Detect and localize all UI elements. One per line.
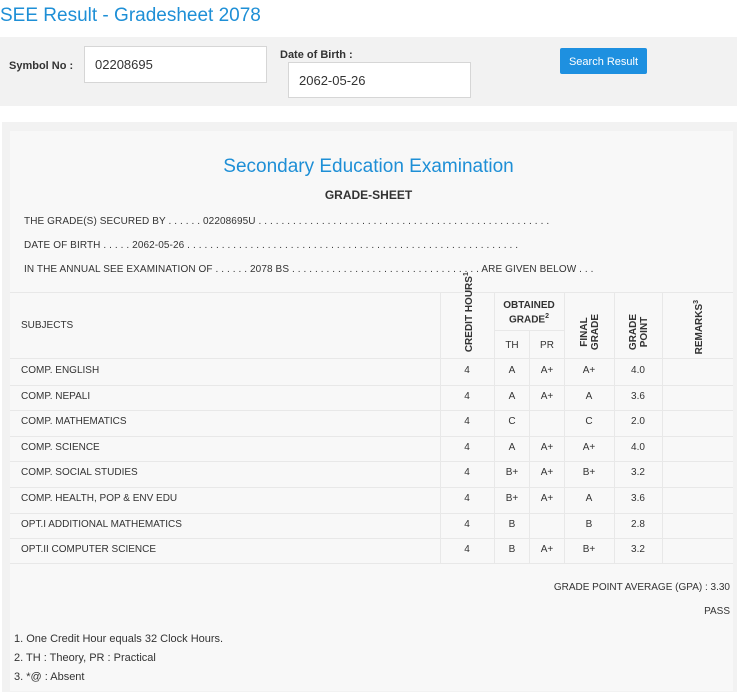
cell-credit-hours: 4 [464, 518, 470, 530]
cell-final-grade: A [585, 390, 593, 402]
header-credit-hours-label: CREDIT HOURS [464, 276, 476, 353]
cell-th-grade: B+ [505, 467, 519, 479]
cell-th-grade: B [508, 544, 516, 556]
gpa-summary: GRADE POINT AVERAGE (GPA) : 3.30 [553, 582, 730, 593]
page-title: SEE Result - Gradesheet 2078 [0, 5, 261, 26]
col-divider [529, 330, 530, 563]
cell-pr-grade: A+ [540, 493, 554, 504]
cell-credit-hours: 4 [464, 390, 470, 402]
header-remarks-sup: 3 [692, 299, 700, 304]
row-divider [10, 487, 733, 488]
col-divider [662, 292, 663, 563]
cell-th-grade: B [508, 518, 516, 530]
cell-final-grade: B+ [582, 467, 596, 479]
exam-title: Secondary Education Examination [223, 156, 514, 177]
cell-th-grade: A [508, 390, 516, 402]
cell-grade-point: 2.8 [631, 518, 645, 530]
info-examination: IN THE ANNUAL SEE EXAMINATION OF . . . .… [24, 264, 594, 275]
symbol-input[interactable] [84, 46, 267, 83]
cell-credit-hours: 4 [464, 493, 470, 504]
cell-grade-point: 4.0 [631, 441, 645, 453]
cell-subject: OPT.I ADDITIONAL MATHEMATICS [21, 518, 182, 530]
cell-credit-hours: 4 [464, 416, 470, 428]
cell-subject: COMP. MATHEMATICS [21, 416, 127, 428]
search-result-button[interactable]: Search Result [560, 48, 647, 74]
info-date-of-birth: DATE OF BIRTH . . . . . 2062-05-26 . . .… [24, 240, 519, 251]
cell-th-grade: A [508, 365, 516, 376]
table-top-border [10, 292, 733, 293]
row-divider [10, 538, 733, 540]
cell-final-grade: B+ [582, 544, 596, 556]
row-divider [10, 384, 733, 386]
row-divider [10, 435, 733, 437]
cell-final-grade: C [585, 416, 593, 428]
cell-pr-grade: A+ [540, 441, 554, 453]
cell-pr-grade: A+ [540, 390, 554, 402]
cell-grade-point: 2.0 [631, 416, 645, 428]
header-th: TH [505, 340, 519, 351]
cell-credit-hours: 4 [464, 365, 470, 376]
header-credit-hours: CREDIT HOURS1 [461, 272, 475, 352]
result-status: PASS [704, 606, 730, 617]
cell-subject: COMP. SOCIAL STUDIES [21, 467, 138, 479]
info-secured-by: THE GRADE(S) SECURED BY . . . . . . 0220… [24, 216, 550, 227]
cell-th-grade: C [508, 416, 516, 428]
cell-grade-point: 4.0 [631, 365, 645, 376]
footnote-theory-practical: 2. TH : Theory, PR : Practical [14, 652, 156, 664]
cell-pr-grade: A+ [540, 467, 554, 479]
cell-grade-point: 3.6 [631, 493, 645, 504]
cell-credit-hours: 4 [464, 441, 470, 453]
cell-subject: COMP. ENGLISH [21, 365, 100, 376]
header-grade-point: GRADE POINT [628, 313, 650, 351]
header-grade: GRADE2 [509, 313, 549, 325]
row-divider [10, 512, 733, 514]
cell-subject: COMP. SCIENCE [21, 441, 100, 453]
header-remarks: REMARKS3 [691, 292, 705, 362]
col-divider [440, 292, 441, 563]
dob-label: Date of Birth : [280, 49, 353, 61]
cell-subject: COMP. NEPALI [21, 390, 91, 402]
header-pr: PR [540, 340, 554, 351]
cell-final-grade: A [585, 493, 593, 504]
col-divider [494, 292, 495, 563]
cell-pr-grade: A+ [540, 544, 554, 556]
col-divider [614, 292, 615, 563]
col-divider [564, 292, 565, 563]
cell-subject: OPT.II COMPUTER SCIENCE [21, 544, 157, 556]
symbol-label: Symbol No : [9, 60, 74, 72]
header-grade-label: GRADE [508, 314, 546, 326]
cell-pr-grade: A+ [540, 365, 554, 376]
cell-final-grade: B [585, 518, 593, 530]
header-final-grade: FINAL GRADE [579, 313, 601, 351]
header-subjects: SUBJECTS [21, 320, 74, 331]
cell-grade-point: 3.2 [631, 467, 645, 479]
table-bottom-border [10, 563, 733, 564]
cell-subject: COMP. HEALTH, POP & ENV EDU [21, 493, 178, 504]
header-obtained: OBTAINED [503, 300, 555, 311]
dob-input[interactable] [288, 62, 471, 98]
cell-grade-point: 3.2 [631, 544, 645, 556]
cell-credit-hours: 4 [464, 467, 470, 479]
cell-final-grade: A+ [582, 365, 596, 376]
footnote-absent: 3. *@ : Absent [14, 671, 85, 683]
cell-grade-point: 3.6 [631, 390, 645, 402]
gradesheet-heading: GRADE-SHEET [324, 188, 413, 202]
row-divider [10, 410, 733, 412]
cell-final-grade: A+ [582, 441, 596, 453]
row-divider [10, 461, 733, 463]
header-remarks-label: REMARKS [694, 303, 706, 355]
footnote-credit-hour: 1. One Credit Hour equals 32 Clock Hours… [14, 633, 224, 645]
header-grade-sup: 2 [545, 313, 550, 320]
cell-th-grade: B+ [505, 493, 519, 504]
cell-credit-hours: 4 [464, 544, 470, 556]
table-header-border [10, 358, 733, 359]
header-credit-sup: 1 [462, 272, 470, 277]
cell-th-grade: A [508, 441, 516, 453]
